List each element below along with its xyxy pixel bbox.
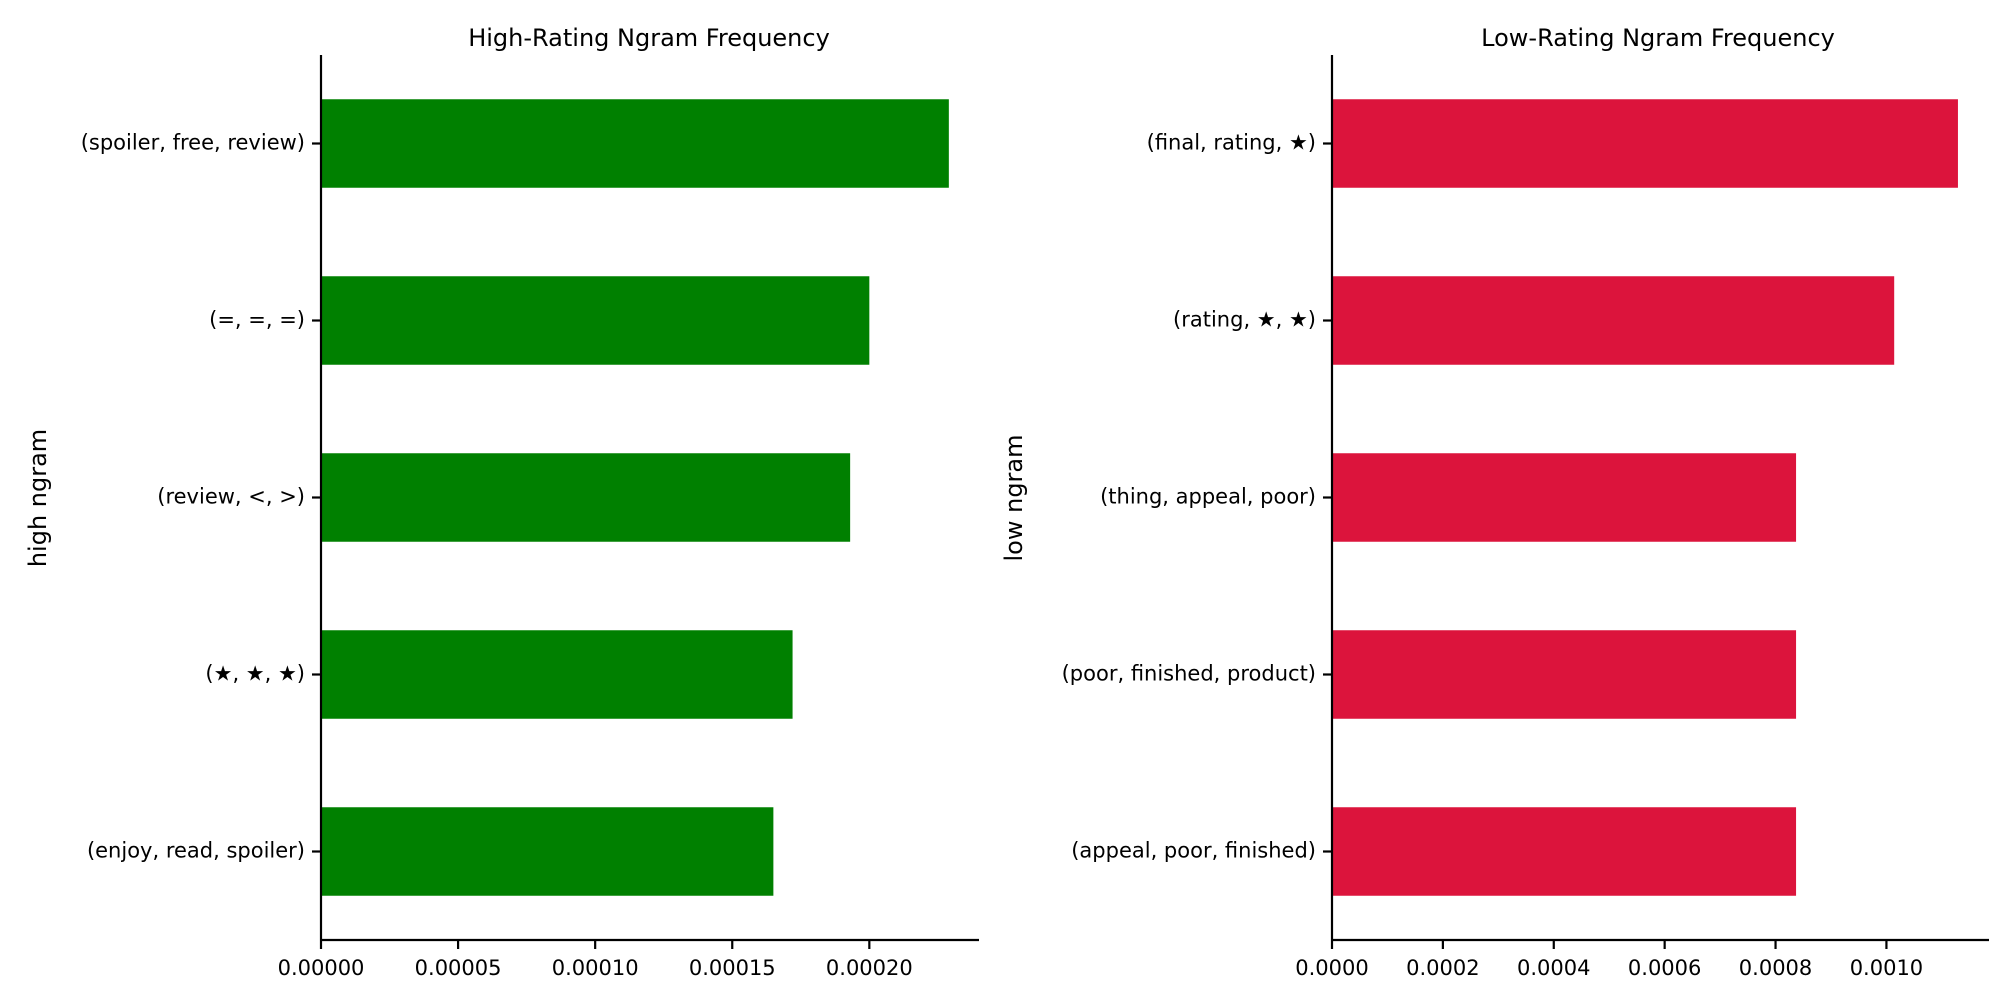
low-x-tick-label-5: 0.0010 (1850, 956, 1923, 980)
low-y-axis-label: low ngram (1000, 434, 1028, 561)
low-category-label-2: (thing, appeal, poor) (1100, 485, 1316, 509)
high-chart-title: High-Rating Ngram Frequency (468, 24, 830, 52)
low-x-tick-label-3: 0.0006 (1628, 956, 1701, 980)
high-category-label-4: (enjoy, read, spoiler) (87, 839, 305, 863)
low-bar-2 (1332, 453, 1797, 542)
high-axes (319, 55, 979, 942)
low-x-tick-label-1: 0.0002 (1406, 956, 1479, 980)
low-x-tick-label-2: 0.0004 (1517, 956, 1590, 980)
low-x-ticks: 0.0000 0.0002 0.0004 0.0006 0.0008 0.0010 (1295, 940, 1923, 980)
low-x-tick-label-4: 0.0008 (1739, 956, 1812, 980)
low-axes (1330, 55, 1989, 942)
high-x-ticks: 0.00000 0.00005 0.00010 0.00015 0.00020 (278, 940, 913, 980)
high-category-labels: (spoiler, free, review) (=, =, =) (review,… (81, 131, 321, 863)
high-category-label-0: (spoiler, free, review) (81, 131, 305, 155)
high-bar-2 (321, 453, 851, 542)
low-x-tick-label-0: 0.0000 (1295, 956, 1368, 980)
low-category-label-3: (poor, finished, product) (1062, 662, 1316, 686)
high-x-tick-label-4: 0.00020 (826, 956, 913, 980)
low-category-label-0: (final, rating, ★) (1147, 131, 1316, 155)
low-bar-0 (1332, 99, 1958, 188)
low-category-label-4: (appeal, poor, finished) (1071, 839, 1316, 863)
low-bar-3 (1332, 630, 1797, 719)
high-bar-1 (321, 276, 870, 365)
high-x-tick-label-0: 0.00000 (278, 956, 365, 980)
high-x-tick-label-1: 0.00005 (415, 956, 502, 980)
high-bars (321, 99, 949, 896)
high-category-label-1: (=, =, =) (209, 308, 305, 332)
low-bar-4 (1332, 807, 1797, 896)
high-category-label-2: (review, <, >) (157, 485, 305, 509)
high-rating-panel: High-Rating Ngram Frequency high ngram (… (24, 24, 979, 980)
high-bar-4 (321, 807, 774, 896)
low-category-labels: (final, rating, ★) (rating, ★, ★) (thing, … (1062, 131, 1332, 863)
high-x-tick-label-3: 0.00015 (689, 956, 776, 980)
high-x-tick-label-2: 0.00010 (552, 956, 639, 980)
low-rating-panel: Low-Rating Ngram Frequency low ngram (fi… (1000, 24, 1989, 980)
high-bar-0 (321, 99, 949, 188)
high-category-label-3: (★, ★, ★) (205, 662, 305, 686)
low-bars (1332, 99, 1958, 896)
high-y-axis-label: high ngram (24, 429, 52, 567)
low-category-label-1: (rating, ★, ★) (1173, 308, 1316, 332)
low-bar-1 (1332, 276, 1895, 365)
low-chart-title: Low-Rating Ngram Frequency (1481, 24, 1835, 52)
high-bar-3 (321, 630, 793, 719)
